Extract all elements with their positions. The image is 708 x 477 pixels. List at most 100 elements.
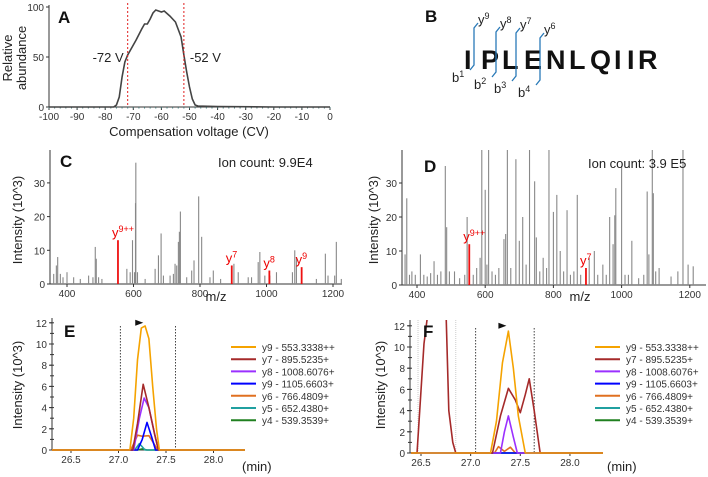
x-tick-label: -90 — [70, 112, 85, 123]
panel-label: B — [425, 7, 437, 26]
ion-base: y — [463, 229, 470, 244]
x-tick-label: 1200 — [322, 289, 345, 300]
legend-label: y5 - 652.4380+ — [626, 404, 693, 415]
legend-label: y6 - 766.4809+ — [626, 392, 693, 403]
x-tick-label: 400 — [59, 289, 76, 300]
y-tick-label: 0 — [41, 446, 47, 457]
x-tick-label: -30 — [238, 112, 253, 123]
cv-curve — [49, 9, 330, 108]
y-ion-base: y — [478, 12, 485, 27]
x-tick-label: 800 — [192, 289, 209, 300]
y-axis-title: Intensity (10^3) — [10, 176, 25, 264]
y-axis-title: Intensity (10^3) — [10, 341, 25, 429]
x-axis-title: m/z — [206, 289, 227, 304]
y-ion-number: 9 — [485, 11, 490, 21]
y-ion-label: y7 — [520, 16, 532, 32]
y-axis-title: Intensity (10^3) — [373, 341, 388, 429]
x-tick-label: -70 — [126, 112, 141, 123]
b-ion-base: b — [474, 77, 481, 92]
x-tick-label: 26.5 — [411, 458, 431, 469]
x-tick-label: -10 — [295, 112, 310, 123]
b-ion-base: b — [452, 70, 459, 85]
y-axis-title: abundance — [14, 26, 29, 90]
legend-label: y8 - 1008.6076+ — [626, 367, 699, 378]
x-tick-label: -60 — [154, 112, 169, 123]
y-tick-label: 12 — [36, 319, 48, 330]
residue: L — [502, 45, 519, 75]
ion-superscript: 9 — [302, 251, 307, 261]
panel-f-chromatogram: 26.5 27.0 27.5 28.0 0 2 4 6 8 10 12 y9 - 553.3338++… — [373, 320, 699, 474]
ion-superscript: 7 — [586, 252, 591, 262]
residue: E — [524, 45, 542, 75]
b-ion-base: b — [518, 85, 525, 100]
panel-label: C — [60, 152, 72, 171]
x-tick-label: 28.0 — [560, 458, 580, 469]
x-axis-title: (min) — [607, 459, 637, 474]
ion-superscript: 7 — [232, 249, 237, 259]
y-tick-label: 30 — [386, 179, 398, 190]
b-ion-label: b1 — [452, 69, 464, 85]
transition-trace — [52, 442, 245, 451]
x-tick-label: 600 — [125, 289, 142, 300]
y-tick-label: 30 — [34, 179, 46, 190]
y-tick-label: 12 — [394, 322, 406, 333]
residue: I — [464, 45, 472, 75]
cv-marker-label: -72 V — [93, 50, 124, 65]
x-tick-label: -40 — [210, 112, 225, 123]
residue: N — [546, 45, 566, 75]
x-tick-label: 1200 — [679, 290, 702, 301]
residue: I — [627, 45, 635, 75]
fragment-ion-label: y9++ — [112, 224, 134, 240]
transition-trace — [52, 383, 245, 451]
transition-trace — [52, 421, 245, 451]
apex-marker-icon — [135, 319, 144, 326]
ion-superscript: 9++ — [470, 228, 486, 238]
y-tick-label: 6 — [41, 382, 47, 393]
cv-marker-label: -52 V — [190, 50, 221, 65]
ion-base: y — [226, 250, 233, 265]
x-tick-label: 27.0 — [461, 458, 481, 469]
x-tick-label: 28.0 — [204, 455, 224, 466]
x-tick-label: -80 — [98, 112, 113, 123]
x-tick-label: 800 — [545, 290, 562, 301]
x-tick-label: -50 — [182, 112, 197, 123]
y-tick-label: 0 — [399, 449, 405, 460]
y-axis-title: Relative — [0, 35, 15, 82]
y-axis-title: Intensity (10^3) — [366, 176, 381, 264]
ion-superscript: 9++ — [118, 224, 134, 234]
fragment-ion-label: y7 — [580, 252, 592, 268]
residue: R — [638, 45, 658, 75]
fragment-ion-label: y8 — [263, 255, 275, 271]
x-tick-label: 600 — [477, 290, 494, 301]
x-tick-label: 400 — [409, 290, 426, 301]
y-tick-label: 4 — [41, 404, 47, 415]
x-tick-label: 27.5 — [511, 458, 531, 469]
y-ion-number: 7 — [527, 16, 532, 26]
residue: L — [569, 45, 586, 75]
y-tick-label: 100 — [27, 3, 44, 14]
b-ion-label: b2 — [474, 76, 486, 92]
x-tick-label: 1000 — [255, 289, 278, 300]
fragment-ion-label: y9 — [296, 251, 308, 267]
series-group — [411, 320, 603, 454]
ion-count: Ion count: 9.9E4 — [218, 155, 313, 170]
y-ion-label: y6 — [544, 21, 556, 37]
x-tick-label: -100 — [39, 112, 59, 123]
legend-label: y8 - 1008.6076+ — [262, 367, 335, 378]
ion-superscript: 8 — [270, 255, 275, 265]
y-tick-label: 20 — [386, 213, 398, 224]
b-ion-number: 1 — [459, 69, 464, 79]
y-tick-label: 8 — [41, 361, 47, 372]
x-tick-label: 1000 — [610, 290, 633, 301]
x-axis-title: m/z — [570, 289, 591, 304]
b-ion-number: 2 — [481, 76, 486, 86]
y-tick-label: 8 — [399, 364, 405, 375]
y-tick-label: 10 — [386, 247, 398, 258]
y-tick-label: 2 — [41, 425, 47, 436]
transition-trace — [411, 415, 603, 454]
y-ion-base: y — [500, 16, 507, 31]
panel-e-chromatogram: 26.5 27.0 27.5 28.0 0 2 4 6 8 10 12 y9 - 553.3338++… — [10, 318, 335, 474]
residue: I — [614, 45, 622, 75]
